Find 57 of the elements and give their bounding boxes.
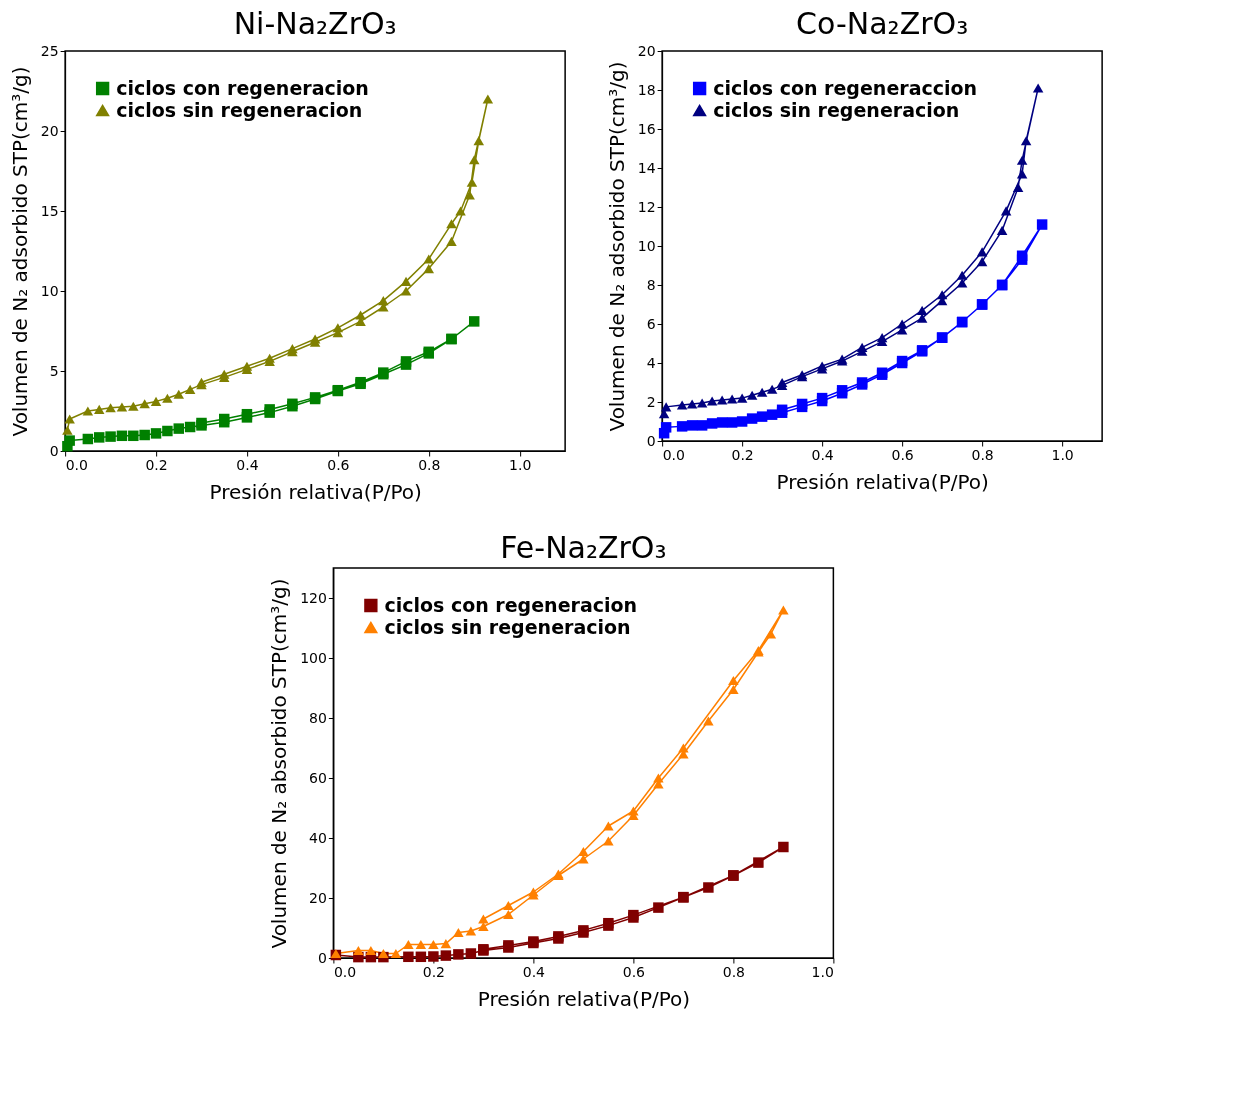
- legend-label: ciclos sin regeneracion: [713, 98, 960, 121]
- y-tick-label: 16: [637, 120, 656, 137]
- chart-title: Fe-Na₂ZrO₃: [500, 530, 667, 565]
- y-tick-label: 80: [309, 709, 327, 726]
- x-tick-label: 0.6: [891, 446, 914, 463]
- x-tick-label: 0.4: [236, 456, 259, 473]
- y-tick-label: 0: [646, 432, 656, 449]
- y-tick-label: 0: [49, 442, 59, 459]
- y-tick-label: 20: [309, 889, 327, 906]
- chart-title: Co-Na₂ZrO₃: [796, 6, 969, 41]
- y-tick-label: 5: [49, 362, 59, 379]
- x-axis-title: Presión relativa(P/Po): [776, 469, 989, 494]
- x-axis-title: Presión relativa(P/Po): [209, 479, 422, 504]
- y-tick-label: 8: [646, 276, 656, 293]
- legend-label: ciclos con regeneracion: [384, 593, 638, 616]
- y-tick-label: 60: [309, 769, 327, 786]
- x-tick-label: 0.8: [971, 446, 994, 463]
- x-tick-label: 0.0: [662, 446, 685, 463]
- legend-label: ciclos con regeneraccion: [713, 76, 978, 99]
- y-tick-label: 0: [317, 949, 327, 966]
- x-tick-label: 0.0: [65, 456, 88, 473]
- y-tick-label: 10: [40, 282, 59, 299]
- y-axis-title: Volumen de N₂ adsorbido STP(cm³/g): [604, 61, 629, 432]
- x-tick-label: 0.6: [327, 456, 350, 473]
- x-tick-label: 1.0: [811, 963, 834, 980]
- x-tick-label: 0.4: [522, 963, 546, 980]
- y-tick-label: 14: [637, 159, 656, 176]
- y-axis-title: Volumen de N₂ adsorbido STP(cm³/g): [7, 66, 32, 437]
- x-tick-label: 0.4: [811, 446, 834, 463]
- y-tick-label: 6: [646, 315, 656, 332]
- y-tick-label: 12: [637, 198, 656, 215]
- legend-label: ciclos con regeneracion: [116, 76, 369, 99]
- y-axis-title: Volumen de N₂ absorbido STP(cm³/g): [267, 578, 292, 949]
- y-tick-label: 20: [40, 122, 59, 139]
- legend-label: ciclos sin regeneracion: [116, 98, 363, 121]
- x-tick-label: 0.6: [622, 963, 646, 980]
- y-tick-label: 100: [300, 649, 327, 666]
- y-tick-label: 4: [646, 354, 656, 371]
- y-tick-label: 20: [637, 42, 656, 59]
- y-tick-label: 25: [40, 42, 59, 59]
- x-tick-label: 0.8: [722, 963, 746, 980]
- x-tick-label: 0.2: [731, 446, 754, 463]
- y-tick-label: 10: [637, 237, 656, 254]
- chart-title: Ni-Na₂ZrO₃: [233, 6, 397, 41]
- x-tick-label: 0.2: [145, 456, 168, 473]
- x-tick-label: 1.0: [509, 456, 532, 473]
- x-tick-label: 0.0: [333, 963, 357, 980]
- y-tick-label: 18: [637, 81, 656, 98]
- x-axis-title: Presión relativa(P/Po): [477, 986, 691, 1011]
- legend-label: ciclos sin regeneracion: [384, 615, 631, 638]
- x-tick-label: 1.0: [1051, 446, 1074, 463]
- x-tick-label: 0.8: [418, 456, 441, 473]
- y-tick-label: 40: [309, 829, 327, 846]
- x-tick-label: 0.2: [422, 963, 446, 980]
- y-tick-label: 2: [646, 393, 656, 410]
- y-tick-label: 15: [40, 202, 59, 219]
- y-tick-label: 120: [300, 589, 327, 606]
